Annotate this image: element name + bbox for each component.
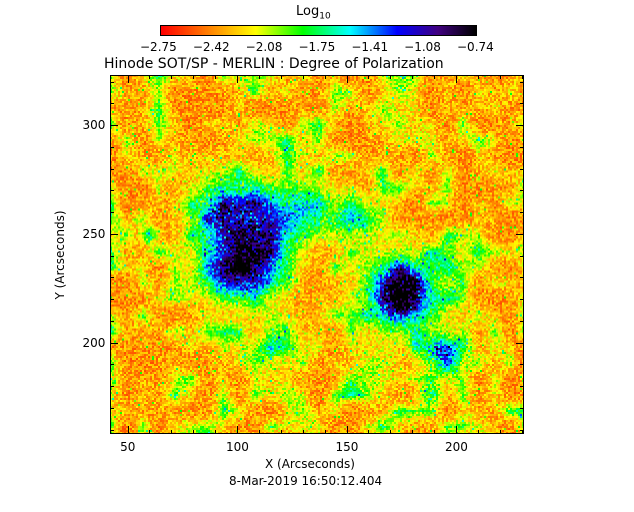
x-tick-label: 100 <box>225 440 249 454</box>
y-tick-label: 300 <box>82 118 106 133</box>
colorbar-tick-label: −1.75 <box>298 40 336 54</box>
x-tick-label: 150 <box>335 440 359 454</box>
colorbar-tick-label: −2.42 <box>192 40 230 54</box>
x-tick-label: 50 <box>120 440 136 454</box>
y-tick-label: 250 <box>82 226 106 241</box>
colorbar-tick-label: −2.08 <box>245 40 283 54</box>
colorbar-label: Log10 <box>296 4 331 23</box>
x-axis-label: X (Arcseconds) <box>265 457 355 471</box>
y-tick-label: 200 <box>82 335 106 350</box>
colorbar-tick-label: −0.74 <box>457 40 494 54</box>
plot-frame <box>110 75 524 434</box>
colorbar <box>160 25 477 36</box>
x-tick-label: 200 <box>444 440 468 454</box>
colorbar-label-base: Log <box>296 4 320 19</box>
colorbar-tick-label: −1.41 <box>351 40 389 54</box>
colorbar-tick-label: −1.08 <box>404 40 441 54</box>
colorbar-label-subscript: 10 <box>319 11 331 22</box>
chart-title: Hinode SOT/SP - MERLIN : Degree of Polar… <box>104 56 444 72</box>
colorbar-tick-label: −2.75 <box>140 40 177 54</box>
timestamp: 8-Mar-2019 16:50:12.404 <box>229 474 383 488</box>
polarization-map <box>110 75 524 434</box>
y-axis-label: Y (Arcseconds) <box>53 210 67 300</box>
